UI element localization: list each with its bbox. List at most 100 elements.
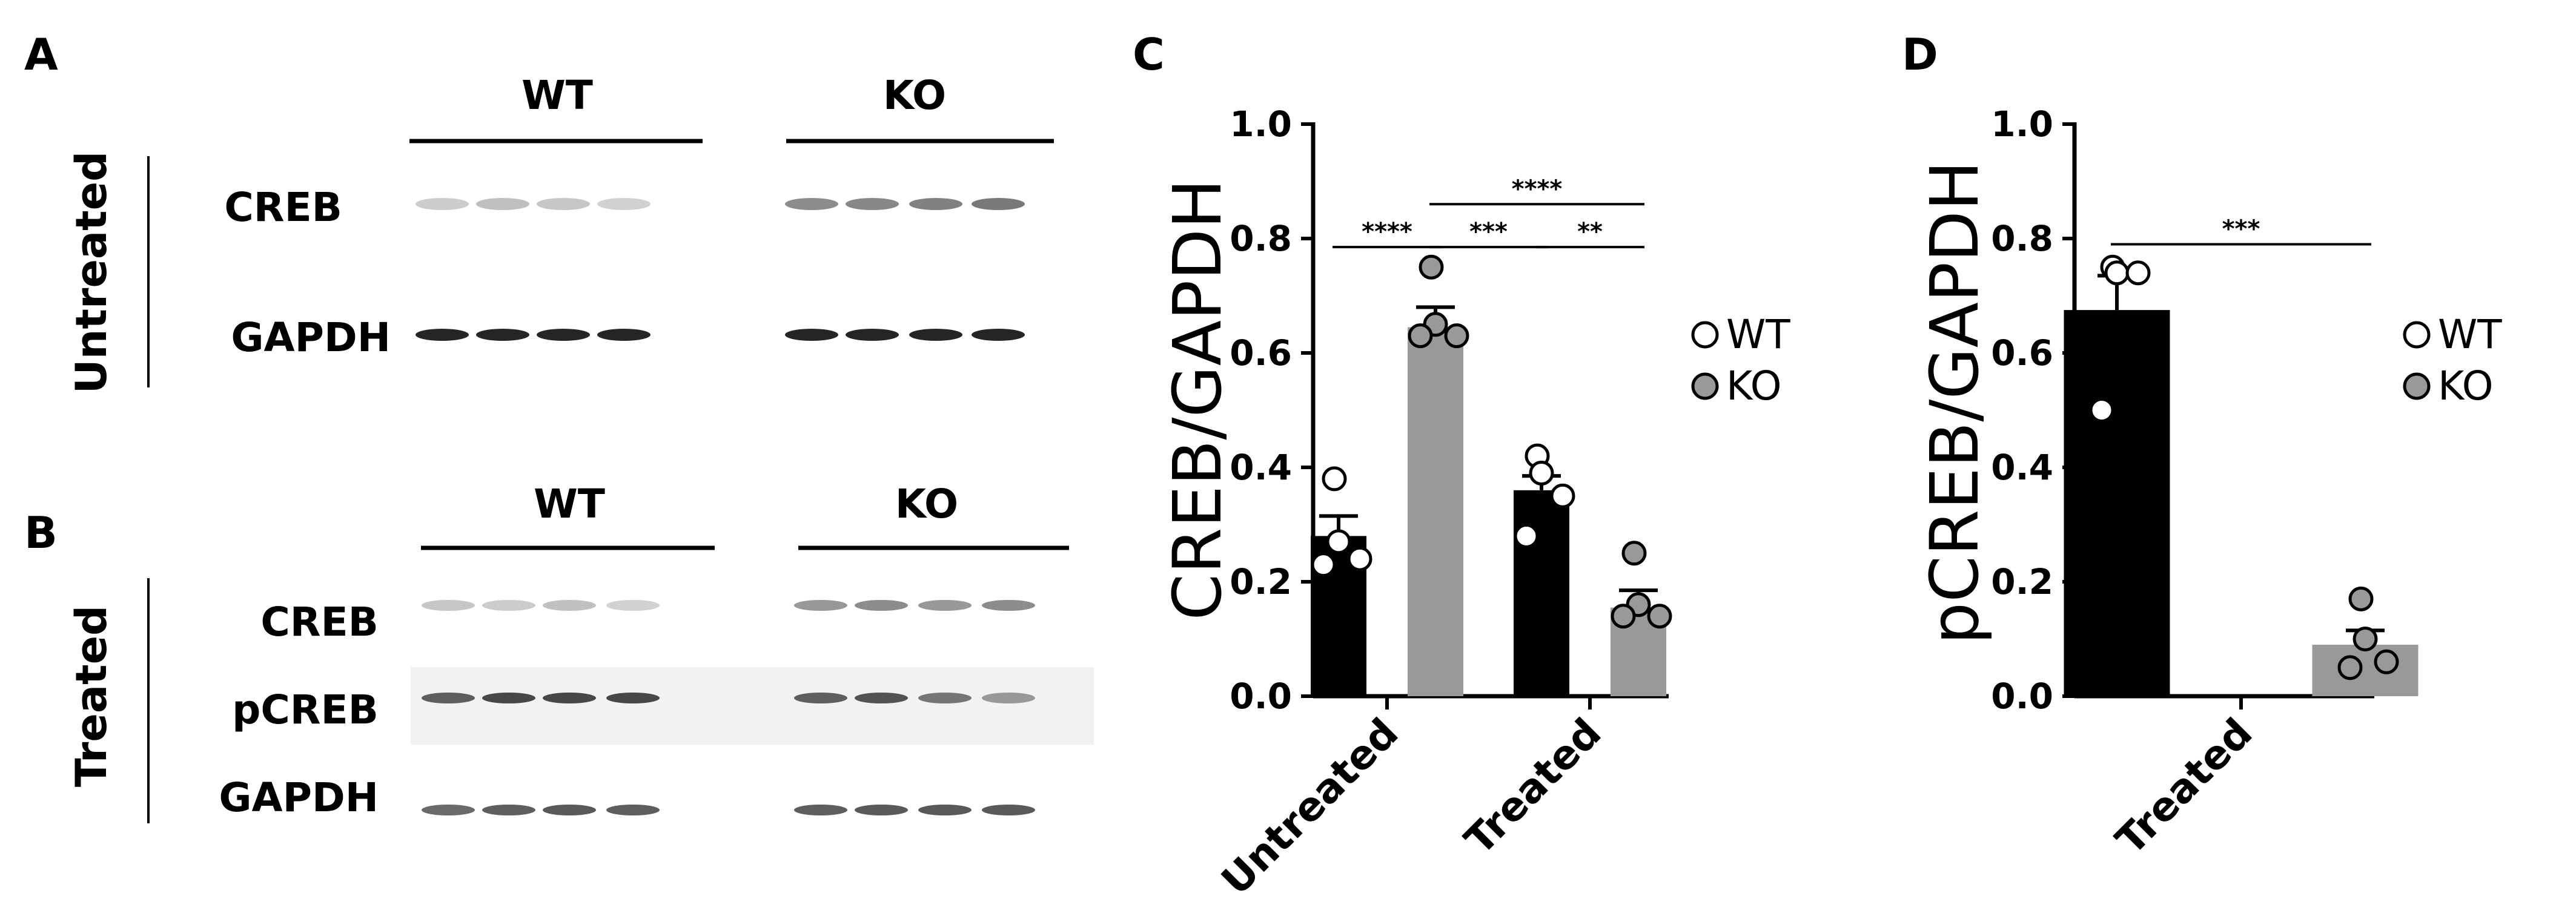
blot-b-band-creb-2 [482,600,535,611]
chart-c-sig-label-3: ** [1577,218,1603,246]
blot-b-band-pcreb-8 [982,693,1035,703]
chart-c-xtick-label: Treated [1456,710,1611,864]
chart-d-ytick-label: 0.0 [1991,676,2053,717]
chart-d-point-wt-1-4 [2089,398,2114,423]
blot-b-band-pcreb-3 [543,693,596,703]
legend-c-wt-marker [1691,321,1719,349]
panel-label-a: A [24,29,58,80]
blot-a-group-ko: KO [883,72,946,119]
blot-treated: WT KO Treated CREB pCREB GAPDH [67,481,1094,823]
chart-c-point-wt-1-1 [1322,466,1347,492]
chart-d-ytick-label: 0.8 [1991,218,2053,259]
chart-d-bar-ko-1 [2312,644,2419,696]
chart-d-point-ko-1-4 [2337,655,2363,680]
blot-b-band-gapdh-6 [855,805,908,815]
blot-b-band-pcreb-5 [794,693,847,703]
blot-b-band-creb-4 [606,600,660,611]
panel-label-c: C [1133,29,1165,80]
chart-c-point-wt-1-3 [1347,546,1372,571]
blot-a-band-creb-1 [416,198,469,210]
chart-c-sig-label-1: **** [1362,218,1412,246]
chart-d-point-ko-1-3 [2374,649,2399,674]
blot-b-band-gapdh-8 [982,805,1035,815]
chart-c-ytick-label: 0.4 [1230,447,1292,488]
blot-b-band-creb-5 [794,600,847,611]
chart-d: pCREB/GAPDH 0.0 0.2 0.4 0.6 0.8 1.0 Treated *** [1916,104,2419,864]
blot-b-pcreb-background [411,667,1094,745]
chart-c-point-ko-1-3 [1444,323,1469,349]
chart-d-ylabel: pCREB/GAPDH [1916,160,1993,644]
panel-label-d: D [1902,29,1938,80]
chart-c-xtick-label: Untreated [1213,710,1407,899]
blot-a-group-wt: WT [521,72,593,119]
legend-d: WT KO [2403,311,2502,409]
chart-d-point-wt-1-2 [2104,260,2130,286]
blot-a-row-label-gapdh: GAPDH [231,314,391,361]
chart-c-ytick-label: 0.6 [1230,332,1292,374]
legend-c-ko-marker [1691,372,1719,400]
blot-b-band-creb-1 [422,600,475,611]
chart-c-bar-ko-1 [1408,327,1463,696]
blot-b-row-label-pcreb: pCREB [232,687,379,733]
blot-a-band-gapdh-1 [416,329,469,341]
blot-a-band-gapdh-8 [972,329,1025,341]
blot-a-band-creb-2 [476,198,529,210]
blot-b-band-pcreb-4 [606,693,660,703]
blot-b-band-creb-6 [855,600,908,611]
blot-b-band-gapdh-3 [543,805,596,815]
chart-d-point-ko-1-1 [2348,586,2374,611]
chart-d-bar-wt-1 [2064,310,2170,696]
blot-a-band-creb-4 [597,198,651,210]
blot-b-band-pcreb-1 [422,693,475,703]
chart-c-point-wt-2-2 [1529,460,1554,486]
chart-d-sig-label-1: *** [2222,215,2260,243]
blot-b-band-gapdh-2 [482,805,535,815]
blot-a-band-gapdh-4 [597,329,651,341]
chart-c-point-ko-1-1 [1419,254,1444,280]
chart-c-ytick-label: 1.0 [1230,104,1292,145]
chart-c-point-wt-2-4 [1514,523,1539,548]
legend-d-wt-label: WT [2438,311,2502,358]
chart-c-ytick-label: 0.8 [1230,218,1292,259]
blot-b-row-label-creb: CREB [260,599,379,645]
chart-c: CREB/GAPDH 0.0 0.2 0.4 0.6 0.8 1.0 Untreated Tr… [1159,104,1672,899]
chart-d-point-wt-1-3 [2125,260,2151,286]
blot-a-side-label: Untreated [67,151,116,394]
chart-c-point-wt-1-4 [1311,552,1336,578]
blot-a-band-creb-8 [972,198,1025,210]
chart-d-ytick-label: 0.2 [1991,561,2053,602]
chart-c-point-wt-2-3 [1550,483,1575,509]
blot-b-band-creb-7 [918,600,972,611]
blot-b-band-gapdh-5 [794,805,847,815]
blot-a-band-gapdh-3 [537,329,590,341]
blot-b-band-creb-3 [543,600,596,611]
chart-c-sig-label-2: *** [1469,218,1508,246]
blot-b-group-ko: KO [895,481,958,527]
blot-b-side-label: Treated [67,605,116,787]
blot-b-band-gapdh-1 [422,805,475,815]
blot-a-band-gapdh-5 [785,329,838,341]
blot-a-row-label-creb: CREB [224,184,342,231]
chart-d-ytick-label: 0.4 [1991,447,2053,488]
legend-c: WT KO [1691,311,1790,409]
legend-c-ko-label: KO [1726,363,1782,409]
blot-b-band-pcreb-7 [918,693,972,703]
blot-a-band-creb-5 [785,198,838,210]
blot-b-band-pcreb-6 [855,693,908,703]
blot-a-band-gapdh-7 [909,329,962,341]
blot-b-band-gapdh-4 [606,805,660,815]
chart-c-ytick-label: 0.2 [1230,561,1292,602]
chart-d-ytick-label: 1.0 [1991,104,2053,145]
chart-c-point-ko-1-4 [1408,323,1433,349]
legend-d-ko-marker [2403,372,2431,400]
blot-b-row-label-gapdh: GAPDH [219,774,379,821]
blot-b-group-wt: WT [534,481,605,527]
blot-a-band-creb-3 [537,198,590,210]
blot-b-band-gapdh-7 [918,805,972,815]
chart-d-xtick-label: Treated [2107,710,2262,864]
chart-c-ylabel: CREB/GAPDH [1159,179,1236,621]
legend-d-ko-label: KO [2438,363,2494,409]
chart-d-ytick-label: 0.6 [1991,332,2053,374]
panel-label-b: B [24,507,58,558]
